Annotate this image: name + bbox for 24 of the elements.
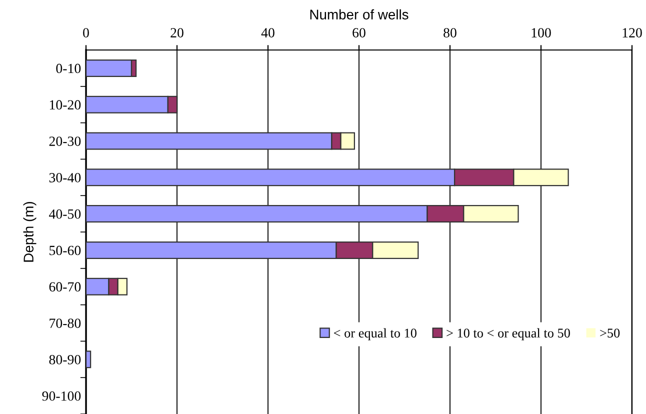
x-tick-label: 100 <box>532 28 551 38</box>
y-tick-label: 70-80 <box>50 318 81 328</box>
x-tick-label: 120 <box>622 28 642 38</box>
y-tick-label: 10-20 <box>50 100 81 110</box>
legend-label: < or equal to 10 <box>334 328 416 340</box>
bar <box>86 59 132 77</box>
legend-label: > 10 to < or equal to 50 <box>446 328 570 340</box>
y-tick-label: 80-90 <box>49 354 81 364</box>
x-tick-label: 60 <box>352 28 366 38</box>
x-tick-label: 0 <box>83 28 89 38</box>
y-tick-label: 0-10 <box>56 64 81 74</box>
x-tick-label: 40 <box>261 28 274 38</box>
bar <box>86 350 92 368</box>
y-axis-title: Depth (m) <box>23 202 36 262</box>
y-tick-label: 30-40 <box>49 172 81 182</box>
legend-label: >50 <box>600 328 620 338</box>
y-tick-label: 20-30 <box>49 136 81 146</box>
y-tick-label: 90-100 <box>42 391 81 401</box>
y-tick-label: 50-60 <box>50 246 81 256</box>
x-axis-title: Number of wells <box>310 9 408 20</box>
x-tick-label: 20 <box>170 28 184 38</box>
x-tick-label: 80 <box>444 28 456 38</box>
y-tick-label: 60-70 <box>49 282 81 292</box>
y-tick-label: 40-50 <box>49 209 81 219</box>
